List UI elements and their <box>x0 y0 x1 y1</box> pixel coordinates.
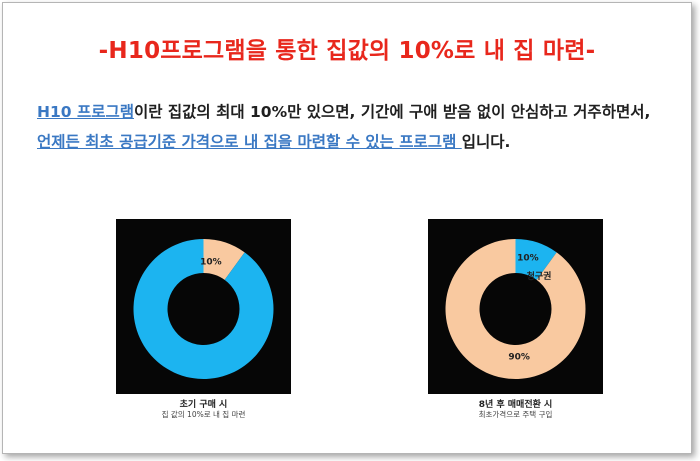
conversion-chart: 10% 90% 청구권 <box>428 219 603 394</box>
donut-slice-0 <box>203 239 245 280</box>
conversion-subcaption: 최초가격으로 주택 구입 <box>478 410 553 419</box>
slice-label-0: 10% <box>517 254 539 264</box>
donut-slice-1 <box>445 239 586 379</box>
slice-annotation: 청구권 <box>527 270 552 282</box>
donut-slice-0 <box>515 239 557 280</box>
paragraph-text-1: 이란 집값의 최대 10%만 있으면, 기간에 구애 받음 없이 안심하고 거주… <box>133 103 651 121</box>
document-frame: -H10프로그램을 통한 집값의 10%로 내 집 마련- H10 프로그램이란… <box>2 2 692 454</box>
paragraph-text-2: 입니다. <box>461 133 511 151</box>
h10-program-link[interactable]: H10 프로그램 <box>37 103 134 121</box>
page-title: -H10프로그램을 통한 집값의 10%로 내 집 마련- <box>98 38 596 64</box>
initial-purchase-donut: 10% <box>133 239 274 379</box>
purchase-program-link[interactable]: 언제든 최초 공급기준 가격으로 내 집을 마련할 수 있는 프로그램 <box>37 133 462 151</box>
donut-slice-1 <box>133 239 274 379</box>
conversion-donut: 10% 90% 청구권 <box>445 239 586 379</box>
initial-purchase-chart: 10% <box>116 219 291 394</box>
initial-purchase-caption: 초기 구매 시 <box>179 400 228 410</box>
slice-label-1: 90% <box>508 352 530 362</box>
conversion-caption: 8년 후 매매전환 시 <box>478 400 553 410</box>
intro-paragraph: H10 프로그램이란 집값의 최대 10%만 있으면, 기간에 구애 받음 없이… <box>37 97 667 157</box>
slice-label-0: 10% <box>200 258 222 268</box>
initial-purchase-subcaption: 집 값의 10%로 내 집 마련 <box>161 410 246 419</box>
